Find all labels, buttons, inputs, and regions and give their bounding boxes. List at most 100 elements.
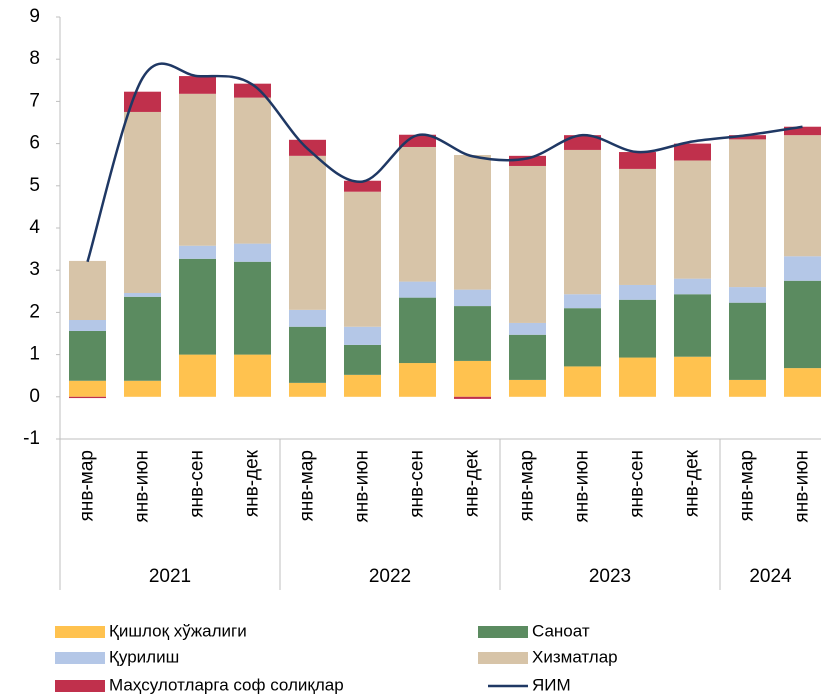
bar-segment (619, 152, 656, 169)
bar-segment (124, 292, 161, 297)
bar-segment (289, 326, 326, 383)
bar-segment (344, 180, 381, 192)
legend-swatch (478, 626, 528, 638)
x-tick-label: янв-дек (242, 449, 263, 517)
y-tick-label: 0 (29, 386, 40, 407)
x-tick-label: янв-июн (132, 450, 153, 523)
bar-segment (234, 354, 271, 397)
bar-segment (454, 154, 491, 290)
bar-segment (399, 146, 436, 282)
legend-label: ЯИМ (532, 675, 571, 694)
y-tick-label: 6 (29, 133, 40, 154)
bar-segment (564, 149, 601, 295)
legend-label: Маҳсулотларга соф солиқлар (109, 675, 344, 694)
bar-segment (124, 296, 161, 381)
bar-segment (69, 380, 106, 397)
y-tick-label: 8 (29, 48, 40, 69)
bar-segment (729, 287, 766, 303)
bar-segment (454, 289, 491, 307)
bar-segment (399, 281, 436, 298)
bar-segment (234, 261, 271, 355)
x-tick-label: янв-сен (407, 450, 428, 518)
group-label: 2022 (369, 566, 411, 587)
bar-segment (399, 363, 436, 397)
bar-segment (179, 258, 216, 355)
bar-segment (289, 155, 326, 310)
line-series (86, 62, 803, 263)
bar-segment (399, 297, 436, 364)
x-tick-label: янв-июн (352, 450, 373, 523)
bar-segment (784, 280, 821, 369)
bar-segment (674, 278, 711, 295)
bar-segment (509, 155, 546, 166)
bar-segment (344, 344, 381, 375)
bar-segment (784, 135, 821, 257)
x-tick-label: янв-сен (627, 450, 648, 518)
y-tick-label: 7 (29, 90, 40, 111)
bar-segment (674, 294, 711, 357)
bar-segment (344, 374, 381, 397)
group-label: 2023 (589, 566, 631, 587)
bar-segment (399, 134, 436, 147)
bar-segment (179, 93, 216, 246)
group-label: 2024 (749, 566, 792, 587)
legend-label: Хизматлар (532, 647, 618, 666)
bar-segment (454, 396, 491, 399)
bar-segment (509, 379, 546, 397)
bar-segment (179, 354, 216, 397)
y-tick-label: 3 (29, 259, 40, 280)
bar-segment (619, 299, 656, 358)
bar-segment (289, 309, 326, 327)
bar-segment (564, 135, 601, 150)
bar-segment (729, 139, 766, 288)
bar-segment (454, 306, 491, 361)
bar-segment (69, 330, 106, 381)
legend-swatch (478, 652, 528, 664)
bar-segment (124, 111, 161, 293)
bar-segment (784, 126, 821, 136)
bar-segment (674, 143, 711, 161)
y-tick-label: 4 (29, 217, 40, 238)
x-tick-label: янв-дек (462, 449, 483, 517)
bar-segment (509, 322, 546, 335)
y-tick-label: 9 (29, 6, 40, 27)
bar-segment (344, 191, 381, 327)
bar-segment (234, 97, 271, 244)
legend-swatch (55, 626, 105, 638)
legend-swatch (55, 652, 105, 664)
bar-segment (69, 260, 106, 320)
bar-segment (509, 334, 546, 380)
bar-segment (674, 160, 711, 279)
x-tick-label: янв-июн (572, 450, 593, 523)
bar-segment (454, 360, 491, 397)
x-tick-label: янв-мар (737, 450, 758, 521)
bar-segment (564, 308, 601, 367)
bar-segment (344, 326, 381, 345)
bar-segment (784, 256, 821, 281)
bar-segment (784, 368, 821, 397)
bar-segment (124, 380, 161, 397)
bar-segment (289, 382, 326, 397)
group-label: 2021 (149, 566, 191, 587)
y-tick-label: 5 (29, 175, 40, 196)
legend-label: Қишлоқ хўжалиги (109, 621, 247, 640)
legend-swatch (55, 680, 105, 692)
x-tick-label: янв-мар (77, 450, 98, 521)
x-tick-label: янв-сен (187, 450, 208, 518)
legend-label: Саноат (532, 621, 590, 640)
y-tick-label: 1 (29, 344, 40, 365)
legend-label: Қурилиш (109, 647, 179, 666)
bar-segment (729, 302, 766, 380)
bar-segment (179, 245, 216, 259)
bar-segment (619, 168, 656, 285)
bar-segment (729, 135, 766, 140)
bar-segment (729, 379, 766, 397)
bar-segment (674, 356, 711, 397)
bar-segment (69, 319, 106, 331)
bar-segment (619, 357, 656, 397)
y-tick-label: 2 (29, 301, 40, 322)
bar-segment (509, 165, 546, 323)
bar-segment (179, 76, 216, 94)
bar-segment (564, 366, 601, 397)
